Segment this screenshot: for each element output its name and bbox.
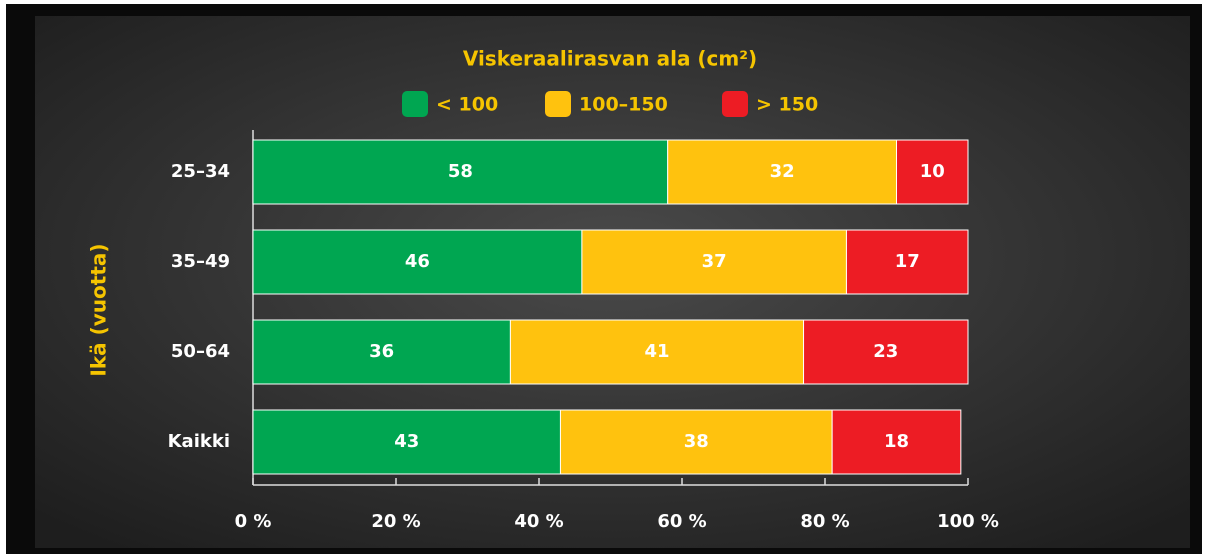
value-label: 10 xyxy=(920,161,945,182)
legend-label: < 100 xyxy=(436,94,498,116)
category-label: 50–64 xyxy=(171,341,230,362)
category-label: Kaikki xyxy=(168,431,230,452)
legend-swatch xyxy=(545,91,571,117)
chart-title: Viskeraalirasvan ala (cm²) xyxy=(463,47,757,71)
bar-segment xyxy=(803,319,969,385)
value-label: 58 xyxy=(448,161,473,182)
bar-segment xyxy=(252,409,561,475)
value-label: 18 xyxy=(884,431,909,452)
bar-segment xyxy=(559,409,833,475)
bar-segment xyxy=(831,409,962,475)
value-label: 32 xyxy=(770,161,795,182)
value-label: 37 xyxy=(702,251,727,272)
x-tick-label: 40 % xyxy=(514,511,563,532)
bar-segment xyxy=(509,319,805,385)
bar-segment xyxy=(252,319,511,385)
x-tick-label: 0 % xyxy=(235,511,272,532)
bar-segment xyxy=(581,229,847,295)
x-tick-label: 80 % xyxy=(800,511,849,532)
value-label: 17 xyxy=(895,251,920,272)
value-label: 46 xyxy=(405,251,430,272)
value-label: 43 xyxy=(394,431,419,452)
bar-segment xyxy=(845,229,969,295)
category-label: 35–49 xyxy=(171,251,230,272)
x-tick-label: 60 % xyxy=(657,511,706,532)
value-label: 41 xyxy=(644,341,669,362)
bar-segment xyxy=(896,139,969,205)
legend-label: 100–150 xyxy=(579,94,668,116)
legend-swatch xyxy=(722,91,748,117)
value-label: 38 xyxy=(684,431,709,452)
legend-swatch xyxy=(402,91,428,117)
x-tick-label: 100 % xyxy=(937,511,999,532)
value-label: 36 xyxy=(369,341,394,362)
value-label: 23 xyxy=(873,341,898,362)
y-axis-label: Ikä (vuotta) xyxy=(87,243,111,376)
category-label: 25–34 xyxy=(171,161,230,182)
legend-label: > 150 xyxy=(756,94,818,116)
x-tick-label: 20 % xyxy=(371,511,420,532)
